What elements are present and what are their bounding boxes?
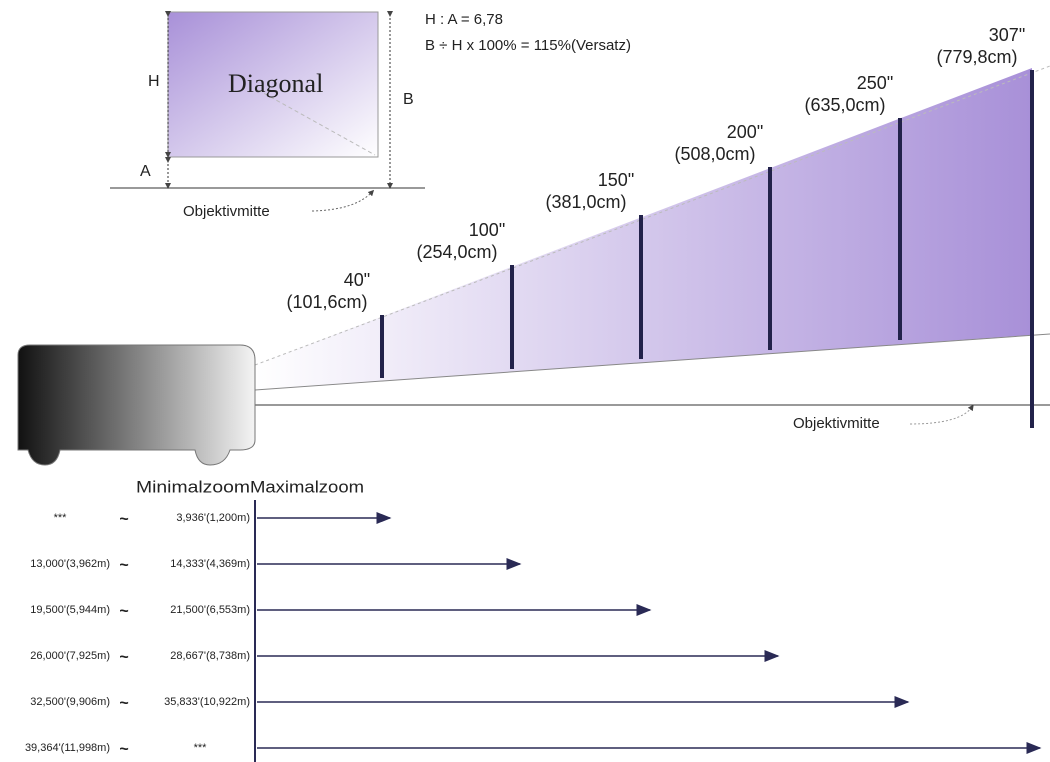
beam-edge: [254, 333, 1050, 391]
pointer: [909, 404, 974, 425]
separator: ~: [119, 557, 128, 574]
screen-metric: (381,0cm): [545, 192, 626, 212]
formula: H : A = 6,78: [425, 11, 503, 28]
min-distance: 39,364'(11,998m): [25, 742, 110, 754]
min-distance: 26,000'(7,925m): [30, 650, 110, 662]
lens-label: Objektivmitte: [183, 203, 270, 220]
screen-metric: (508,0cm): [674, 144, 755, 164]
min-distance: 19,500'(5,944m): [30, 604, 110, 616]
label-h: H: [148, 73, 160, 90]
pointer: [311, 189, 375, 212]
separator: ~: [119, 511, 128, 528]
max-distance: ***: [194, 742, 208, 754]
max-distance: 21,500'(6,553m): [170, 604, 250, 616]
throw-table: Minimalzoom Maximalzoom *** ~3,936'(1,200…: [25, 477, 1042, 762]
screen-size: 40": [344, 270, 370, 290]
screens: 40"(101,6cm) 100"(254,0cm) 150"(381,0cm) 20…: [286, 25, 1034, 428]
label-a: A: [140, 163, 151, 180]
screen-metric: (101,6cm): [286, 292, 367, 312]
projector: [17, 344, 256, 466]
separator: ~: [119, 741, 128, 758]
max-distance: 14,333'(4,369m): [170, 558, 250, 570]
screen-size: 307": [989, 25, 1025, 45]
screen-size: 250": [857, 73, 893, 93]
inset-screen: [167, 11, 379, 158]
min-distance: 32,500'(9,906m): [30, 696, 110, 708]
label-b: B: [403, 91, 414, 108]
max-distance: 35,833'(10,922m): [164, 696, 250, 708]
screen-size: 100": [469, 220, 505, 240]
min-distance: 13,000'(3,962m): [30, 558, 110, 570]
diagonal-label: Diagonal: [228, 69, 323, 98]
formula: B ÷ H x 100% = 115%(Versatz): [425, 37, 631, 54]
diagonal-line: [257, 89, 376, 156]
lens-label: Objektivmitte: [793, 415, 880, 432]
projection: Objektivmitte: [17, 65, 1050, 466]
separator: ~: [119, 603, 128, 620]
separator: ~: [119, 695, 128, 712]
light-beam: [255, 68, 1032, 390]
separator: ~: [119, 649, 128, 666]
column-header: Minimalzoom: [136, 477, 250, 496]
screen-metric: (254,0cm): [416, 242, 497, 262]
screen-size: 200": [727, 122, 763, 142]
inset: H A B Diagonal Objektivmitte H : A = 6,7…: [110, 11, 631, 220]
column-header: Maximalzoom: [250, 477, 364, 496]
screen-metric: (779,8cm): [936, 47, 1017, 67]
min-distance: ***: [54, 512, 68, 524]
max-distance: 3,936'(1,200m): [176, 512, 250, 524]
screen-metric: (635,0cm): [804, 95, 885, 115]
screen-size: 150": [598, 170, 634, 190]
max-distance: 28,667'(8,738m): [170, 650, 250, 662]
